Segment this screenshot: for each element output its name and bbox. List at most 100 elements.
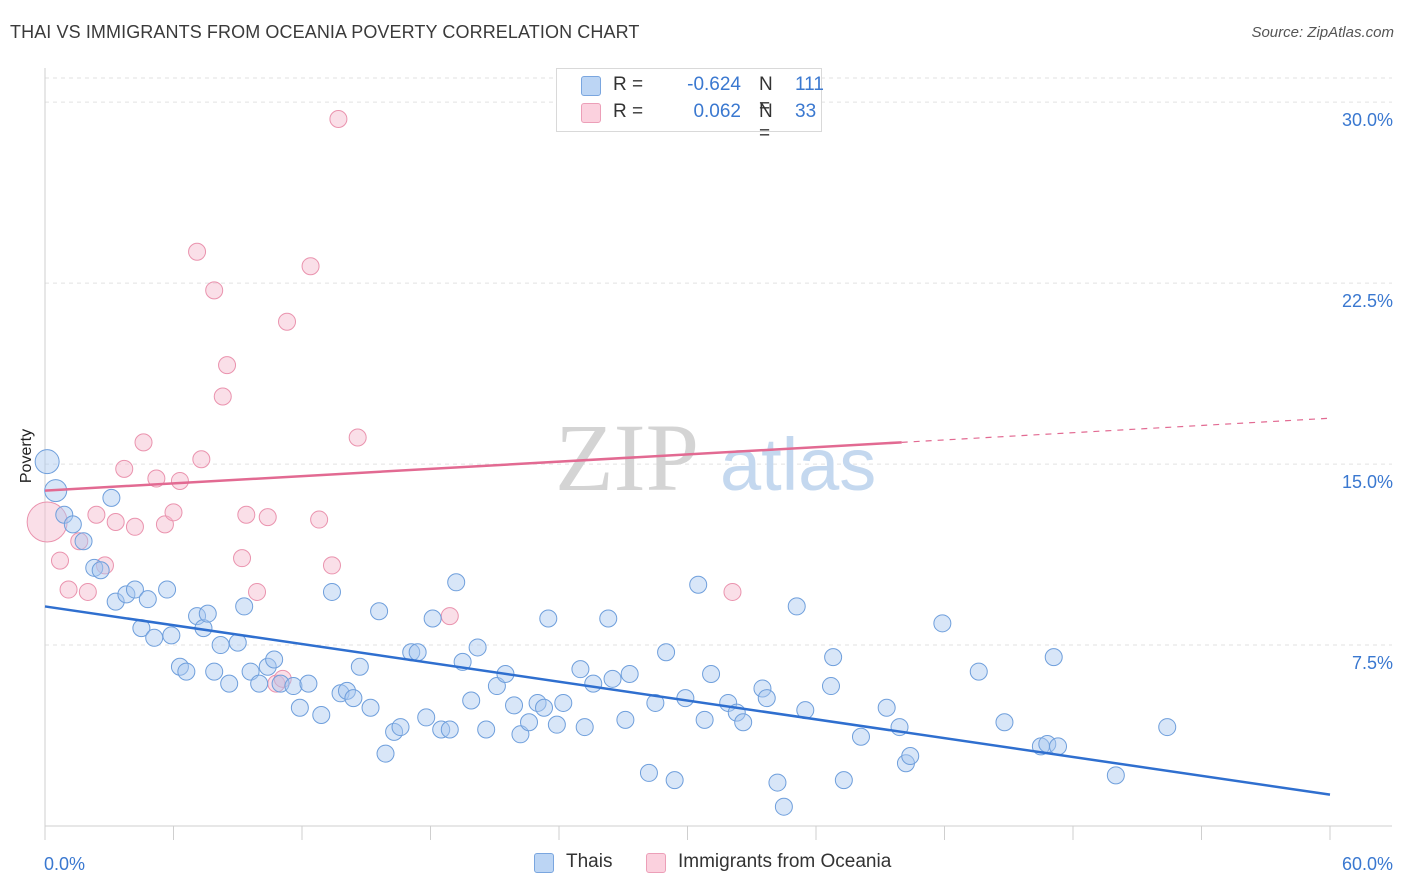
thais-point bbox=[851, 727, 870, 746]
y-tick-label: 7.5% bbox=[1352, 653, 1393, 673]
watermark-atlas: atlas bbox=[720, 423, 876, 506]
thais-point bbox=[138, 590, 157, 609]
y-tick-label: 30.0% bbox=[1342, 110, 1393, 130]
thais-point bbox=[554, 693, 573, 712]
thais-point bbox=[376, 744, 395, 763]
legend-n-label: N = bbox=[759, 101, 773, 144]
oceania-point bbox=[723, 582, 742, 601]
thais-point bbox=[603, 669, 622, 688]
thais-point bbox=[312, 706, 331, 725]
oceania-point bbox=[78, 582, 97, 601]
thais-point bbox=[824, 648, 843, 667]
thais-point bbox=[571, 660, 590, 679]
oceania-point bbox=[440, 607, 459, 626]
thais-point bbox=[599, 609, 618, 628]
thais-point bbox=[995, 713, 1014, 732]
thais-point bbox=[63, 515, 82, 534]
oceania-point bbox=[310, 510, 329, 529]
thais-point bbox=[350, 657, 369, 676]
trend-lines bbox=[44, 417, 1331, 796]
legend-r-value: 0.062 bbox=[693, 101, 741, 122]
thais-point bbox=[575, 718, 594, 737]
thais-point bbox=[535, 698, 554, 717]
oceania-point bbox=[26, 501, 68, 543]
legend-r-label: R = bbox=[613, 74, 644, 95]
legend-swatch-oceania bbox=[581, 103, 601, 123]
thais-point bbox=[477, 720, 496, 739]
thais-point bbox=[265, 650, 284, 669]
thais-point bbox=[657, 643, 676, 662]
thais-point bbox=[689, 575, 708, 594]
legend-swatch-oceania bbox=[646, 853, 666, 873]
thais-point bbox=[423, 609, 442, 628]
thais-point bbox=[158, 580, 177, 599]
thais-point bbox=[177, 662, 196, 681]
thais-point bbox=[370, 602, 389, 621]
thais-point bbox=[468, 638, 487, 657]
x-tick-label: 0.0% bbox=[44, 854, 85, 874]
oceania-point bbox=[237, 505, 256, 524]
thais-point bbox=[695, 710, 714, 729]
oceania-point bbox=[125, 517, 144, 536]
oceania-point bbox=[205, 281, 224, 300]
thais-point bbox=[462, 691, 481, 710]
thais-point bbox=[417, 708, 436, 727]
thais-point bbox=[1044, 648, 1063, 667]
thais-point bbox=[1158, 718, 1177, 737]
thais-point bbox=[447, 573, 466, 592]
y-tick-label: 22.5% bbox=[1342, 291, 1393, 311]
thais-point bbox=[125, 580, 144, 599]
oceania-point bbox=[278, 312, 297, 331]
thais-point bbox=[322, 582, 341, 601]
thais-point bbox=[969, 662, 988, 681]
thais-point bbox=[205, 662, 224, 681]
oceania-point bbox=[59, 580, 78, 599]
thais-point bbox=[344, 689, 363, 708]
legend-label-thais: Thais bbox=[566, 851, 613, 872]
thais-point bbox=[102, 488, 121, 507]
oceania-point bbox=[301, 257, 320, 276]
thais-point bbox=[620, 664, 639, 683]
thais-point bbox=[646, 693, 665, 712]
source-label: Source: ZipAtlas.com bbox=[1251, 24, 1394, 41]
oceania-point bbox=[258, 508, 277, 527]
thais-point bbox=[547, 715, 566, 734]
thais-point bbox=[117, 585, 136, 604]
thais-point bbox=[34, 449, 60, 475]
legend-n-label: N = bbox=[759, 74, 773, 117]
thais-point bbox=[1106, 766, 1125, 785]
thais-point bbox=[774, 797, 793, 816]
thais-point bbox=[505, 696, 524, 715]
chart-title: THAI VS IMMIGRANTS FROM OCEANIA POVERTY … bbox=[10, 22, 640, 42]
oceania-point bbox=[233, 549, 252, 568]
thais-point bbox=[198, 604, 217, 623]
thais-points bbox=[34, 449, 1177, 816]
thais-point bbox=[258, 657, 277, 676]
thais-point bbox=[1049, 737, 1068, 756]
oceania-point bbox=[248, 582, 267, 601]
thais-point bbox=[665, 771, 684, 790]
thais-point bbox=[106, 592, 125, 611]
thais-point bbox=[408, 643, 427, 662]
thais-point bbox=[787, 597, 806, 616]
oceania-point bbox=[348, 428, 367, 447]
thais-point bbox=[299, 674, 318, 693]
thais-point bbox=[361, 698, 380, 717]
oceania-point bbox=[188, 242, 207, 261]
thais-point bbox=[734, 713, 753, 732]
thais-point bbox=[901, 747, 920, 766]
thais-point bbox=[211, 636, 230, 655]
thais-point bbox=[74, 532, 93, 551]
thais-point bbox=[337, 681, 356, 700]
legend-swatch-thais bbox=[534, 853, 554, 873]
axes bbox=[44, 68, 1392, 840]
thais-point bbox=[768, 773, 787, 792]
thais-point bbox=[753, 679, 772, 698]
oceania-point bbox=[164, 503, 183, 522]
legend-r-label: R = bbox=[613, 101, 644, 122]
oceania-point bbox=[87, 505, 106, 524]
thais-point bbox=[821, 677, 840, 696]
oceania-point bbox=[147, 469, 166, 488]
thais-point bbox=[539, 609, 558, 628]
